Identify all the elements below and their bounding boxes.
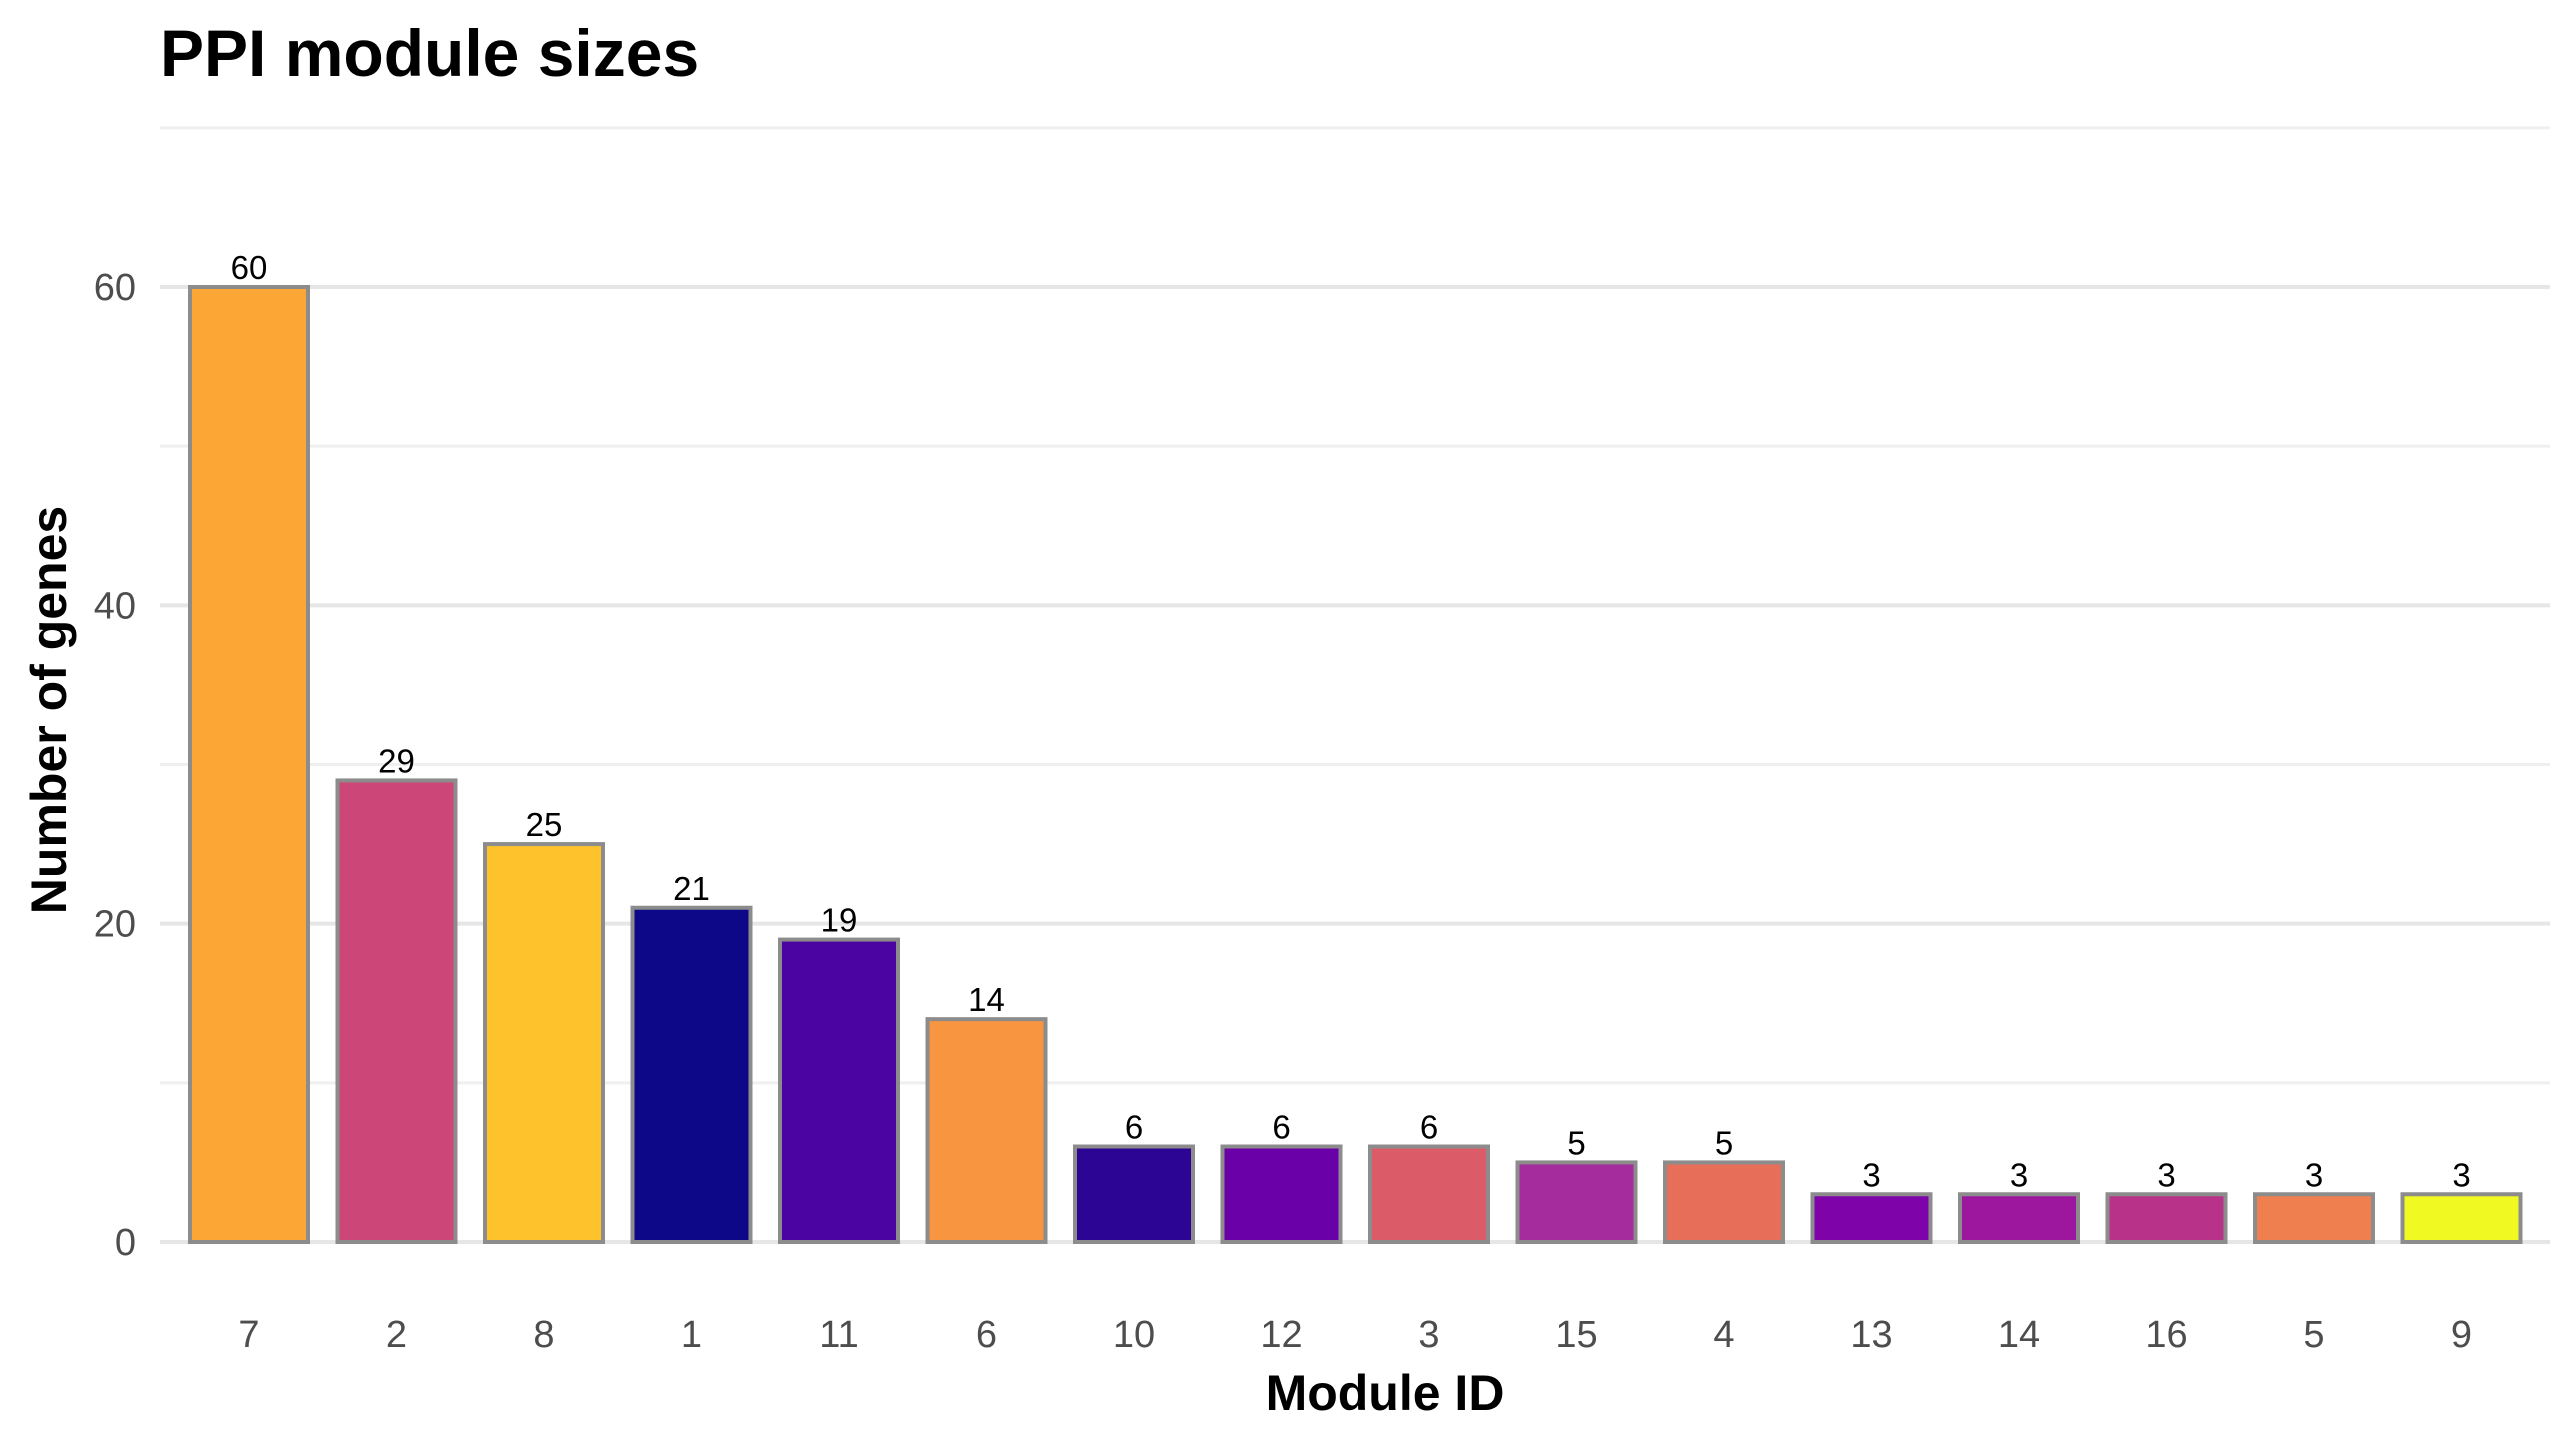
y-axis-title: Number of genes <box>21 506 77 914</box>
bar-module-9 <box>2400 1192 2523 1244</box>
bar-module-1 <box>630 905 753 1244</box>
bar-module-5 <box>2253 1192 2375 1244</box>
chart-title: PPI module sizes <box>160 16 699 90</box>
data-label: 3 <box>2452 1156 2470 1193</box>
data-label: 60 <box>231 249 268 286</box>
data-label: 6 <box>1272 1109 1290 1146</box>
data-label: 19 <box>821 902 858 939</box>
data-label: 29 <box>378 742 415 779</box>
y-tick-label: 40 <box>94 585 136 627</box>
y-tick-label: 60 <box>94 267 136 309</box>
x-tick-label: 10 <box>1113 1314 1155 1356</box>
data-label: 21 <box>673 870 710 907</box>
bar-module-3 <box>1368 1144 1490 1244</box>
bar-module-13 <box>1810 1192 1933 1244</box>
bars <box>188 285 2523 1245</box>
data-label: 6 <box>1125 1109 1143 1146</box>
x-tick-label: 6 <box>976 1314 997 1356</box>
data-labels: 60 29 25 21 19 14 6 6 6 5 5 3 3 3 3 3 <box>231 249 2471 1193</box>
y-tick-label: 20 <box>94 904 136 946</box>
bar-module-6 <box>925 1017 1048 1245</box>
data-label: 3 <box>2010 1156 2028 1193</box>
bar-module-16 <box>2105 1192 2228 1244</box>
bar-module-11 <box>778 937 900 1244</box>
data-label: 5 <box>1715 1124 1733 1161</box>
data-label: 6 <box>1420 1109 1438 1146</box>
data-label: 5 <box>1567 1124 1585 1161</box>
bar-module-2 <box>335 778 458 1245</box>
data-label: 3 <box>2305 1156 2323 1193</box>
x-tick-label: 15 <box>1555 1314 1597 1356</box>
x-tick-label: 3 <box>1418 1314 1439 1356</box>
data-label: 14 <box>968 981 1005 1018</box>
x-tick-label: 2 <box>386 1314 407 1356</box>
x-tick-label: 1 <box>681 1314 702 1356</box>
bar-module-12 <box>1220 1144 1343 1244</box>
data-label: 3 <box>2157 1156 2175 1193</box>
x-tick-label: 13 <box>1850 1314 1892 1356</box>
x-tick-label: 14 <box>1998 1314 2040 1356</box>
x-tick-label: 11 <box>819 1314 858 1356</box>
data-label: 25 <box>526 806 563 843</box>
bar-module-14 <box>1958 1192 2080 1244</box>
x-tick-label: 12 <box>1260 1314 1302 1356</box>
bar-module-7 <box>188 285 310 1244</box>
y-tick-label: 0 <box>115 1222 136 1264</box>
bar-module-10 <box>1073 1144 1195 1244</box>
x-tick-label: 9 <box>2451 1314 2472 1356</box>
x-axis-title: Module ID <box>1266 1365 1505 1421</box>
x-tick-label: 8 <box>533 1314 554 1356</box>
bar-module-4 <box>1663 1160 1785 1244</box>
y-axis-ticks: 0 20 40 60 <box>94 267 136 1264</box>
bar-module-15 <box>1515 1160 1638 1244</box>
x-tick-label: 4 <box>1713 1314 1734 1356</box>
data-label: 3 <box>1862 1156 1880 1193</box>
x-axis-ticks: 7 2 8 1 11 6 10 12 3 15 4 13 14 16 5 9 <box>238 1314 2472 1356</box>
x-tick-label: 7 <box>238 1314 259 1356</box>
x-tick-label: 16 <box>2145 1314 2187 1356</box>
x-tick-label: 5 <box>2303 1314 2324 1356</box>
bar-module-8 <box>483 842 605 1244</box>
